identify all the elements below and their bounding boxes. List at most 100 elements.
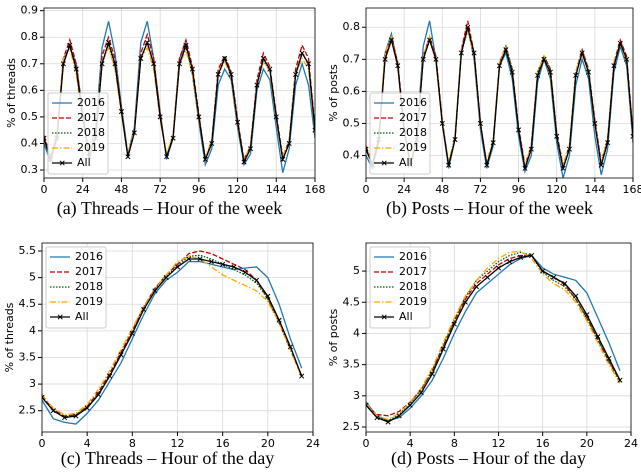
legend-box (45, 246, 107, 329)
marker (598, 162, 604, 168)
y-tick-label: 0.4 (21, 136, 39, 149)
axes-frame (365, 242, 632, 433)
legend-label: 2016 (77, 96, 105, 109)
legend-label: 2017 (399, 265, 427, 278)
marker (630, 133, 633, 139)
marker (197, 256, 203, 262)
series-line (366, 251, 621, 422)
legend-label: 2019 (399, 141, 427, 154)
marker (247, 146, 254, 152)
x-tick-label: 168 (623, 183, 641, 196)
panel: 0.4 0.5 0.6 0.7 0.8 0 24 48 72 96 120 144 168 % of po… (327, 7, 641, 219)
x-tick-label: 168 (305, 183, 326, 196)
marker (388, 37, 394, 43)
marker (118, 352, 124, 358)
marker (605, 140, 611, 146)
legend-label: 2018 (77, 126, 105, 139)
marker (73, 66, 79, 72)
series-line (42, 254, 303, 418)
marker (60, 61, 66, 67)
marker (585, 69, 592, 75)
x-tick-label: 120 (546, 183, 567, 196)
legend-label: 2019 (75, 295, 103, 308)
marker (95, 392, 102, 398)
legend-marker (381, 314, 387, 320)
marker (208, 259, 214, 265)
marker (506, 259, 513, 265)
marker (231, 264, 237, 270)
caption: (c) Threads – Hour of the day (61, 448, 275, 469)
marker (503, 47, 509, 53)
x-tick-label: 120 (227, 183, 248, 196)
legend-label: 2019 (399, 295, 427, 308)
marker (186, 256, 192, 262)
marker (573, 293, 579, 299)
x-tick-label: 96 (512, 183, 526, 196)
marker (484, 162, 490, 168)
legend-label: 2019 (77, 141, 105, 154)
marker (254, 82, 260, 88)
marker (407, 402, 413, 408)
y-tick-label: 0.8 (21, 30, 39, 43)
marker (418, 390, 424, 396)
marker (253, 277, 260, 283)
x-tick-label: 24 (306, 437, 320, 450)
marker (286, 140, 292, 147)
y-tick-label: 0.9 (21, 4, 39, 17)
marker (312, 127, 315, 133)
marker (465, 24, 471, 30)
marker (573, 72, 579, 78)
marker (73, 413, 79, 419)
x-tick-label: 12 (492, 437, 506, 450)
y-tick-label: 0.5 (343, 116, 361, 129)
legend-box (47, 92, 109, 175)
marker (280, 156, 286, 162)
marker (170, 135, 176, 141)
marker (107, 373, 113, 379)
marker (176, 61, 183, 67)
marker (522, 165, 528, 171)
marker (566, 146, 572, 152)
marker (209, 140, 215, 147)
x-tick-label: 24 (624, 437, 638, 450)
x-tick-label: 96 (192, 183, 206, 196)
legend-label: 2016 (399, 250, 427, 263)
axes-frame (41, 242, 314, 433)
marker (42, 394, 45, 400)
legend-label: All (75, 310, 89, 323)
legend-label: All (77, 156, 91, 169)
y-tick-label: 2.5 (19, 404, 37, 417)
marker (84, 405, 90, 411)
marker (189, 66, 195, 72)
x-tick-label: 16 (536, 437, 550, 450)
marker (551, 274, 557, 280)
plot-area (366, 250, 623, 425)
x-tick-label: 20 (261, 437, 275, 450)
x-tick-label: 4 (407, 437, 414, 450)
marker (62, 415, 68, 421)
marker (125, 154, 131, 160)
marker (183, 42, 189, 48)
marker (112, 61, 118, 67)
y-tick-label: 3 (353, 389, 360, 402)
marker (624, 56, 630, 62)
marker (267, 66, 273, 72)
y-tick-label: 0.7 (21, 57, 39, 70)
axes-frame (43, 7, 316, 179)
x-tick-label: 16 (216, 437, 230, 450)
marker (105, 39, 112, 46)
marker (196, 114, 202, 120)
marker (429, 371, 435, 377)
marker (144, 39, 150, 46)
legend-label: 2017 (75, 265, 103, 278)
legend-label: 2018 (399, 280, 427, 293)
panel: 2.5 3 3.5 4 4.5 5 0 4 8 12 16 20 24 % of posts (d) Pos… (327, 242, 638, 469)
marker (374, 415, 380, 421)
marker (490, 140, 496, 146)
marker (547, 69, 553, 75)
marker (433, 56, 439, 62)
marker (554, 133, 560, 139)
marker (396, 413, 402, 419)
marker (50, 408, 56, 414)
y-tick-label: 2.5 (343, 420, 361, 433)
